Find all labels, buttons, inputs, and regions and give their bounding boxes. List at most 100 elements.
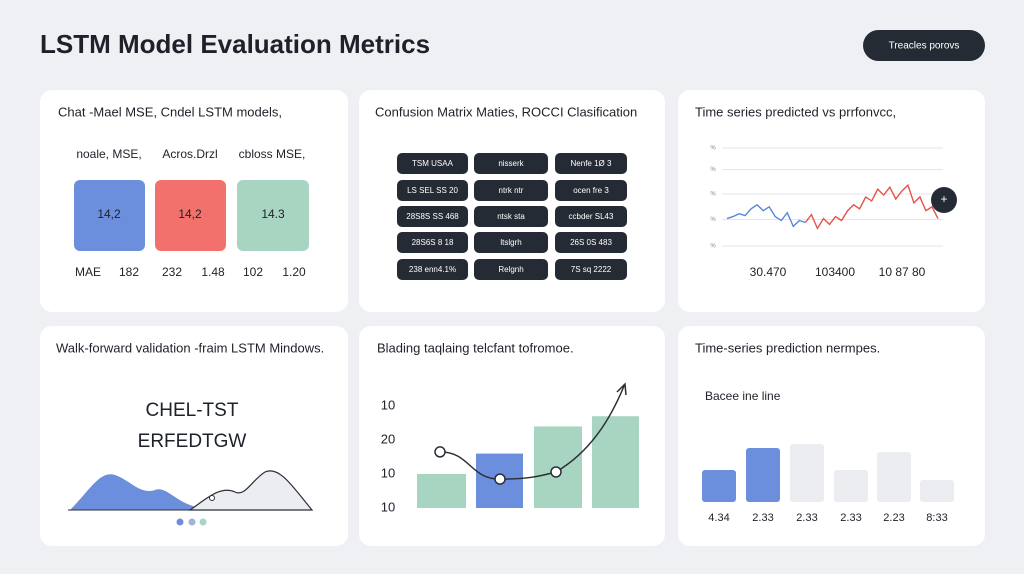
matrix-cell	[474, 259, 548, 280]
bar	[746, 448, 780, 502]
headline: CHEL-TST	[146, 400, 239, 421]
y-tick-label: %	[710, 244, 716, 250]
bar	[877, 452, 911, 502]
x-tick-label: 103400	[815, 265, 855, 279]
header-button[interactable]	[863, 30, 985, 61]
pager-dot[interactable]	[176, 518, 184, 526]
footer-value: 102	[243, 265, 263, 279]
matrix-cell	[397, 232, 468, 253]
footer-label: MAE	[75, 265, 101, 279]
headline: ERFEDTGW	[138, 431, 247, 452]
matrix-cell	[474, 206, 548, 227]
trend-point	[434, 446, 446, 458]
page-title: LSTM Model Evaluation Metrics	[40, 29, 430, 59]
matrix-cell	[555, 259, 627, 280]
header-button-label[interactable]: Treacles porovs	[889, 41, 960, 52]
matrix-cell-label: 238 enn4.1%	[409, 265, 456, 274]
chart-button[interactable]	[931, 187, 957, 213]
footer-value: 182	[119, 265, 139, 279]
series-line	[804, 183, 939, 230]
column-label: cbloss MSE,	[239, 147, 306, 161]
bar	[790, 444, 824, 502]
matrix-cell	[555, 153, 627, 174]
bar	[920, 480, 954, 502]
matrix-cell-label: ccbder SL43	[569, 212, 614, 221]
matrix-cell-label: LS SEL SS 20	[407, 186, 458, 195]
bar	[702, 470, 736, 502]
card-subtitle: Bacee ine line	[705, 389, 781, 403]
card-title: Walk-forward validation -fraim LSTM Mind…	[56, 340, 324, 355]
matrix-cell-label: Relgnh	[498, 265, 523, 274]
matrix-cell	[397, 153, 468, 174]
trend-line	[439, 385, 625, 480]
series-line	[726, 203, 806, 228]
y-tick-label: 10	[381, 465, 395, 480]
x-tick-label: 4.34	[708, 512, 729, 524]
card-title: Chat -Mael MSE, Cndel LSTM models,	[58, 104, 282, 119]
y-tick-label: %	[710, 217, 716, 223]
matrix-cell-label: 28S8S SS 468	[406, 212, 459, 221]
metric-tile	[74, 180, 145, 251]
matrix-cell	[474, 153, 548, 174]
y-tick-label: %	[710, 192, 716, 198]
footer-value: 232	[162, 265, 182, 279]
x-tick-label: 2.33	[840, 512, 861, 524]
card-title: Time series predicted vs prrfonvcc,	[695, 104, 896, 119]
matrix-cell-label: ntrk ntr	[499, 186, 524, 195]
column-label: Acros.Drzl	[162, 147, 217, 161]
x-tick-label: 8:33	[926, 512, 947, 524]
card-title: Time-series prediction nermpes.	[695, 340, 880, 355]
metric-tile	[237, 180, 309, 251]
y-tick-label: 20	[381, 431, 395, 446]
footer-value: 1.20	[282, 265, 306, 279]
matrix-cell	[474, 232, 548, 253]
bar	[592, 416, 639, 508]
matrix-cell	[397, 259, 468, 280]
matrix-cell-label: ntsk sta	[497, 212, 525, 221]
matrix-cell-label: 26S 0S 483	[570, 238, 612, 247]
matrix-cell-label: nisserk	[498, 159, 524, 168]
matrix-cell-label: ltslgrh	[500, 238, 521, 247]
tile-value: 14,2	[178, 207, 202, 221]
y-tick-label: 10	[381, 397, 395, 412]
x-tick-label: 2.33	[796, 512, 817, 524]
bar	[834, 470, 868, 502]
x-tick-label: 2.23	[883, 512, 904, 524]
card-title: Blading taqlaing telcfant tofromoe.	[377, 340, 574, 355]
matrix-cell	[397, 180, 468, 201]
matrix-cell-label: 7S sq 2222	[571, 265, 612, 274]
chart-button-label[interactable]: +	[940, 192, 947, 206]
pager-dot[interactable]	[188, 518, 196, 526]
wave-area	[70, 474, 205, 510]
matrix-cell-label: Nenfe 1Ø 3	[571, 159, 612, 168]
tile-value: 14,2	[97, 207, 121, 221]
matrix-cell	[555, 180, 627, 201]
x-tick-label: 2.33	[752, 512, 773, 524]
matrix-cell-label: TSM USAA	[412, 159, 454, 168]
wave-marker	[209, 495, 215, 501]
matrix-cell	[397, 206, 468, 227]
matrix-cell	[555, 206, 627, 227]
matrix-cell	[555, 232, 627, 253]
y-tick-label: %	[710, 146, 716, 152]
column-label: noale, MSE,	[76, 147, 141, 161]
trend-point	[550, 466, 562, 478]
trend-point	[494, 473, 506, 485]
matrix-cell	[474, 180, 548, 201]
y-tick-label: %	[710, 167, 716, 173]
footer-value: 1.48	[201, 265, 225, 279]
tile-value: 14.3	[261, 207, 285, 221]
wave-area	[188, 470, 314, 511]
metric-tile	[155, 180, 226, 251]
matrix-cell-label: 28S6S 8 18	[412, 238, 454, 247]
pager-dot[interactable]	[199, 518, 207, 526]
card-title: Confusion Matrix Maties, ROCCI Clasifica…	[375, 104, 637, 119]
card	[678, 90, 985, 312]
matrix-cell-label: ocen fre 3	[573, 186, 609, 195]
bar	[417, 474, 466, 508]
trend-arrowhead	[616, 382, 627, 396]
x-tick-label: 30.470	[750, 265, 787, 279]
y-tick-label: 10	[381, 499, 395, 514]
